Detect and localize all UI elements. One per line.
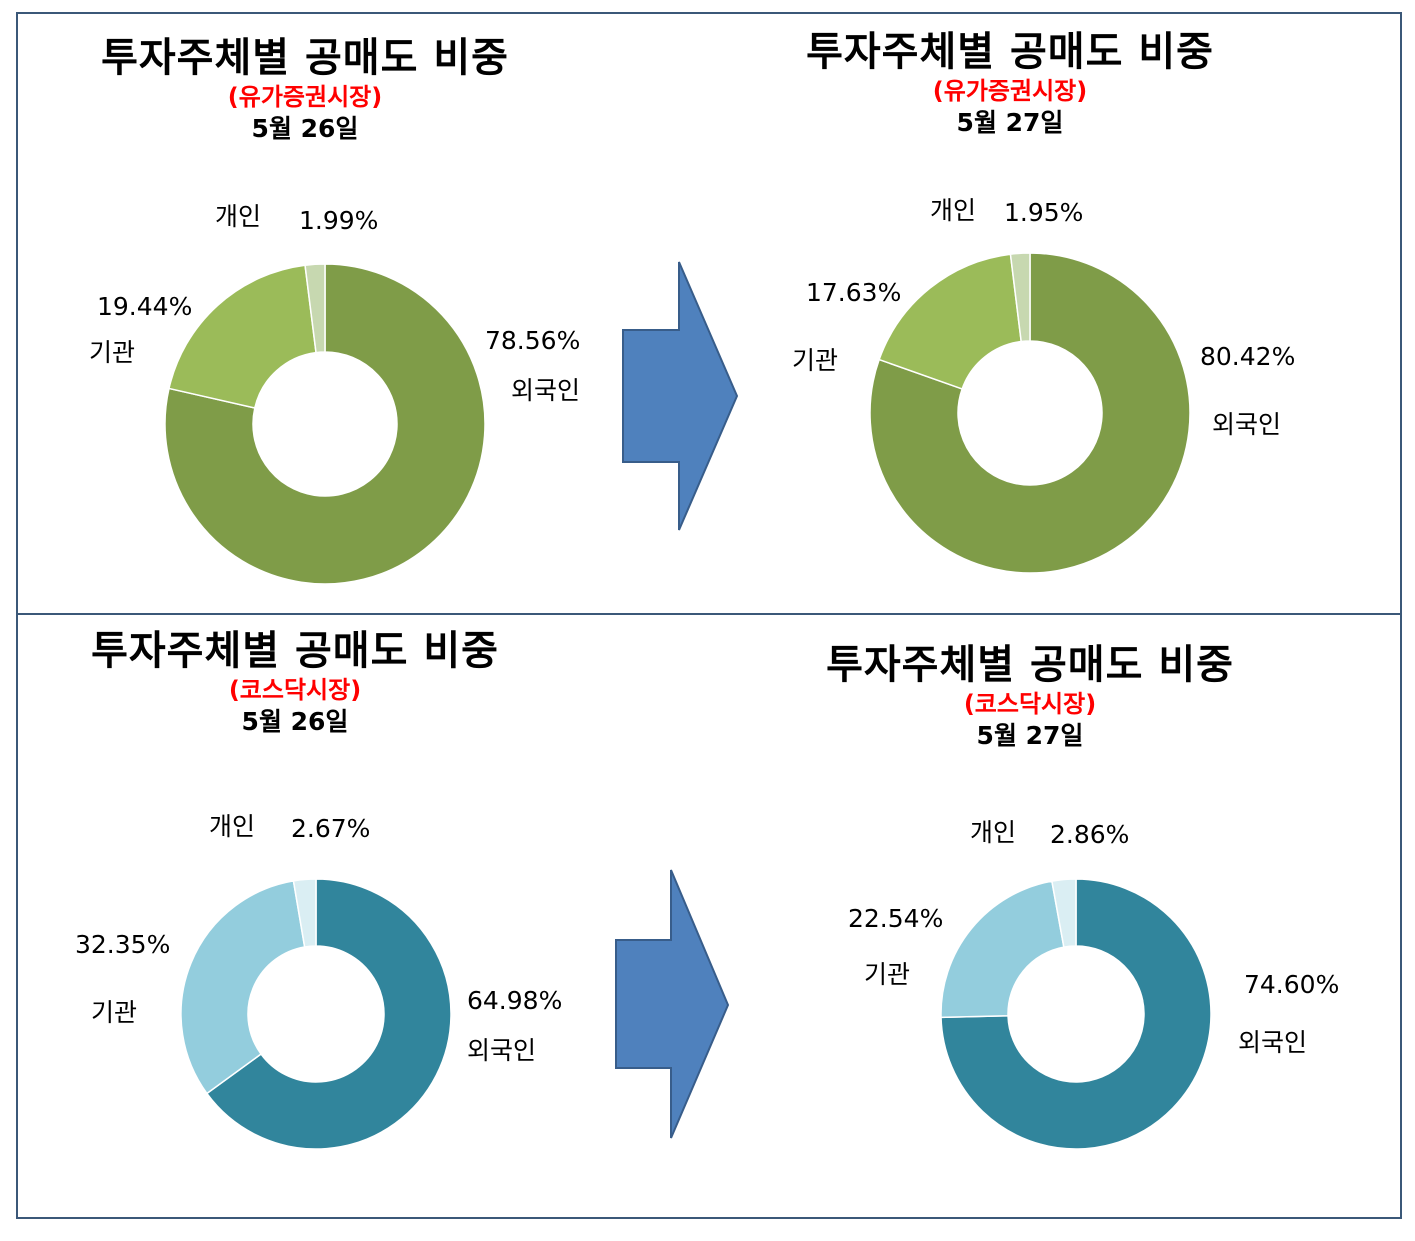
donut-chart	[164, 263, 486, 585]
label-individual-name: 개인	[209, 812, 256, 841]
label-individual-value: 1.99%	[299, 206, 379, 235]
chart-date: 5월 26일	[251, 114, 359, 143]
label-foreign-value: 64.98%	[467, 986, 563, 1015]
label-individual-value: 2.67%	[291, 814, 371, 843]
label-institution-value: 32.35%	[75, 930, 171, 959]
label-institution-value: 17.63%	[806, 278, 902, 307]
chart-subtitle: (유가증권시장)	[932, 77, 1088, 105]
label-foreign-name: 외국인	[1212, 410, 1282, 439]
slice-foreign	[869, 252, 1191, 574]
label-individual-value: 2.86%	[1050, 820, 1130, 849]
slice-foreign	[940, 878, 1212, 1150]
chart-kospi-0526: 투자주체별 공매도 비중 (유가증권시장) 5월 26일 개인 1.99% 19…	[25, 35, 585, 595]
slice-individual	[1050, 878, 1077, 948]
label-foreign-value: 78.56%	[485, 326, 581, 355]
label-institution-name: 기관	[864, 960, 911, 989]
title-block: 투자주체별 공매도 비중 (코스닥시장) 5월 26일	[15, 628, 575, 738]
slice-foreign	[205, 878, 452, 1150]
chart-subtitle: (코스닥시장)	[228, 676, 362, 704]
chart-kospi-0527: 투자주체별 공매도 비중 (유가증권시장) 5월 27일 개인 1.95% 17…	[730, 29, 1295, 595]
slice-individual	[292, 878, 317, 948]
label-individual-name: 개인	[930, 196, 977, 225]
chart-subtitle: (유가증권시장)	[227, 83, 383, 111]
slice-institution	[180, 880, 306, 1095]
chart-title: 투자주체별 공매도 비중	[806, 29, 1214, 75]
label-institution-name: 기관	[91, 998, 138, 1027]
slice-foreign	[164, 263, 486, 585]
chart-kosdaq-0526: 투자주체별 공매도 비중 (코스닥시장) 5월 26일 개인 2.67% 32.…	[25, 628, 585, 1188]
label-institution-name: 기관	[89, 338, 136, 367]
chart-title: 투자주체별 공매도 비중	[826, 642, 1234, 688]
label-foreign-value: 74.60%	[1244, 970, 1340, 999]
slice-individual	[1009, 252, 1031, 343]
chart-title: 투자주체별 공매도 비중	[91, 628, 499, 674]
label-foreign-name: 외국인	[467, 1036, 537, 1065]
label-individual-value: 1.95%	[1004, 198, 1084, 227]
chart-date: 5월 27일	[956, 108, 1064, 137]
chart-date: 5월 26일	[241, 707, 349, 736]
donut-chart	[869, 252, 1191, 574]
label-individual-name: 개인	[215, 202, 262, 231]
slice-institution	[878, 253, 1023, 390]
chart-subtitle: (코스닥시장)	[963, 690, 1097, 718]
slice-institution	[168, 264, 317, 409]
donut-chart	[180, 878, 452, 1150]
outer-frame	[16, 12, 1402, 1219]
slice-individual	[304, 263, 326, 354]
chart-date: 5월 27일	[976, 721, 1084, 750]
label-foreign-value: 80.42%	[1200, 342, 1296, 371]
label-foreign-name: 외국인	[1238, 1028, 1308, 1057]
label-institution-value: 19.44%	[97, 292, 193, 321]
chart-title: 투자주체별 공매도 비중	[101, 35, 509, 81]
label-institution-value: 22.54%	[848, 904, 944, 933]
title-block: 투자주체별 공매도 비중 (유가증권시장) 5월 27일	[730, 29, 1290, 139]
label-foreign-name: 외국인	[511, 376, 581, 405]
donut-chart	[940, 878, 1212, 1150]
slice-institution	[940, 880, 1065, 1019]
chart-kosdaq-0527: 투자주체별 공매도 비중 (코스닥시장) 5월 27일 개인 2.86% 22.…	[750, 628, 1339, 1188]
section-divider	[16, 613, 1402, 615]
title-block: 투자주체별 공매도 비중 (코스닥시장) 5월 27일	[750, 642, 1310, 752]
label-institution-name: 기관	[792, 346, 839, 375]
label-individual-name: 개인	[970, 818, 1017, 847]
title-block: 투자주체별 공매도 비중 (유가증권시장) 5월 26일	[25, 35, 585, 145]
